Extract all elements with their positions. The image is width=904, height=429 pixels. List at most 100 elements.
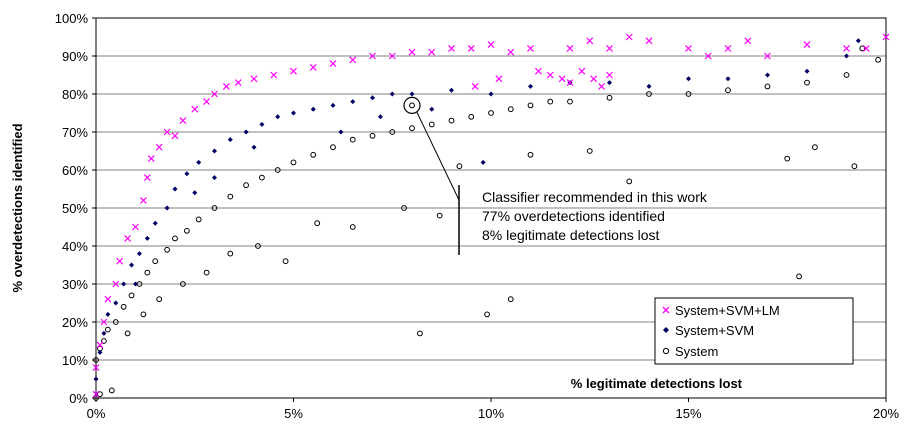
data-point-system-svm <box>152 220 158 226</box>
data-point-system-svm-lm <box>222 82 230 90</box>
data-point-system <box>227 193 234 200</box>
x-tick-label: 20% <box>873 406 899 421</box>
data-point-system-svm-lm <box>104 295 112 303</box>
data-point-system-svm-lm <box>132 223 139 231</box>
data-point-system-svm <box>133 281 138 287</box>
data-point-system-svm-lm <box>250 75 258 83</box>
data-point-system-svm <box>310 106 316 112</box>
data-point-system-svm <box>113 300 119 306</box>
data-point-system-svm-lm <box>862 44 870 52</box>
data-point-system <box>859 45 866 52</box>
data-point-system-svm-lm <box>408 48 416 56</box>
data-point-system-svm <box>212 175 217 181</box>
data-point-system <box>259 174 265 181</box>
y-axis-label: % overdetections identified <box>10 123 25 292</box>
legend-label-svm: System+SVM <box>675 323 754 338</box>
data-point-system-svm <box>725 76 731 82</box>
data-point-system-svm-lm <box>764 52 771 60</box>
data-point-system <box>330 144 336 151</box>
data-point-system-svm-lm <box>586 37 594 45</box>
data-point-system <box>128 292 135 299</box>
y-tick-label: 40% <box>62 239 88 254</box>
y-tick-label: 50% <box>62 201 88 216</box>
data-point-system <box>456 163 463 170</box>
data-point-system-svm <box>172 186 178 192</box>
data-point-system <box>349 136 356 143</box>
data-point-system-svm-lm <box>155 143 163 151</box>
data-point-system-svm-lm <box>546 71 554 79</box>
data-point-system-svm-lm <box>92 390 100 398</box>
data-point-system-svm-lm <box>388 52 396 60</box>
data-point-system <box>804 79 810 86</box>
data-point-system-svm <box>330 102 336 108</box>
data-point-system <box>112 319 119 325</box>
data-point-system-svm-lm <box>704 52 712 60</box>
data-point-system-svm-lm <box>606 44 613 52</box>
data-point-system <box>468 113 475 120</box>
data-point-system <box>764 83 771 90</box>
data-point-system <box>586 148 593 154</box>
data-point-system-svm-lm <box>590 75 598 83</box>
data-point-system-svm-lm <box>290 67 297 75</box>
x-tick-labels: 0% 5% 10% 15% 20% <box>87 406 900 421</box>
data-point-system-svm-lm <box>139 196 147 204</box>
data-point-system-svm <box>855 38 861 44</box>
data-point-system-svm <box>243 129 249 135</box>
data-point-system <box>282 258 289 265</box>
x-tick-label: 15% <box>675 406 701 421</box>
data-point-system-svm-lm <box>487 41 495 49</box>
data-point-system-svm-lm <box>147 155 155 163</box>
y-tick-labels: 0% 10% 20% 30% 40% 50% 60% 70% 80% 90% 100% <box>55 11 89 406</box>
y-tick-label: 10% <box>62 353 88 368</box>
data-point-system <box>369 132 376 139</box>
x-axis-label: % legitimate detections lost <box>571 376 743 391</box>
x-tick-label: 0% <box>87 406 106 421</box>
data-point-system-svm <box>275 114 281 120</box>
data-point-system-svm-lm <box>329 60 337 68</box>
y-tick-label: 70% <box>62 125 88 140</box>
data-point-system <box>851 163 858 170</box>
data-point-system-svm <box>129 262 135 268</box>
data-point-system-svm <box>429 106 435 112</box>
data-point-system-svm <box>480 159 486 165</box>
data-point-system <box>108 387 115 394</box>
data-point-system-svm <box>350 99 356 105</box>
data-point-system <box>725 87 731 94</box>
data-point-system-svm <box>184 171 190 177</box>
y-tick-label: 0% <box>69 391 88 406</box>
data-point-system-svm-lm <box>566 44 574 52</box>
legend-marker-diamond <box>663 327 669 333</box>
data-point-system <box>812 144 818 151</box>
data-point-system-svm-lm <box>112 280 120 288</box>
data-point-system-svm <box>449 87 454 93</box>
data-point-system-svm-lm <box>598 82 606 90</box>
data-point-system <box>843 72 850 78</box>
data-point-system-svm-lm <box>843 44 850 52</box>
data-point-system-svm <box>196 159 202 165</box>
data-point-system-svm <box>93 376 99 382</box>
data-point-system <box>255 243 261 249</box>
annotation-line-3: 8% legitimate detections lost <box>482 227 660 243</box>
data-point-system-svm-lm <box>467 44 475 52</box>
data-point-system-svm-lm <box>645 37 653 45</box>
data-point-system <box>606 94 613 101</box>
annotation: Classifier recommended in this work 77% … <box>403 96 708 255</box>
annotation-highlight-ring <box>403 96 421 115</box>
data-point-system-svm-lm <box>744 37 752 45</box>
data-point-system <box>164 246 171 253</box>
data-point-system <box>140 311 147 318</box>
data-point-system-svm-lm <box>803 41 811 49</box>
legend-marker-x <box>662 306 670 314</box>
data-point-system-svm <box>488 91 494 97</box>
data-point-system <box>101 338 107 344</box>
data-point-system-svm <box>101 330 107 336</box>
data-point-system <box>172 235 178 242</box>
data-point-system-svm-lm <box>495 75 503 83</box>
data-point-system <box>183 227 190 234</box>
y-tick-label: 20% <box>62 315 88 330</box>
data-point-system <box>93 357 99 363</box>
data-point-system-svm-lm <box>211 90 218 98</box>
data-point-system-svm <box>121 281 127 287</box>
data-point-system <box>120 303 127 310</box>
